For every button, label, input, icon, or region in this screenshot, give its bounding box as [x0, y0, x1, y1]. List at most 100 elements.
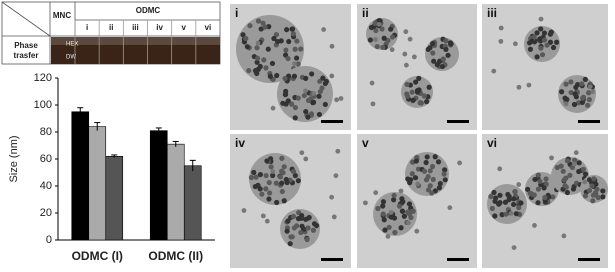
nanoparticle — [295, 178, 301, 184]
nanoparticle — [550, 194, 556, 200]
nanoparticle — [294, 38, 300, 44]
nanoparticle — [295, 61, 301, 67]
nanoparticle — [280, 170, 286, 176]
nanoparticle — [311, 221, 318, 227]
nanoparticle — [423, 159, 429, 166]
nanoparticle — [498, 38, 504, 44]
nanoparticle — [516, 205, 522, 211]
bar — [88, 126, 107, 241]
nanoparticle — [285, 98, 291, 104]
nanoparticle — [591, 176, 597, 182]
nanoparticle — [264, 218, 270, 224]
nanoparticle — [586, 187, 593, 194]
bar — [71, 111, 90, 241]
nanoparticle — [527, 190, 533, 196]
nanoparticle — [424, 99, 430, 105]
nanoparticle — [329, 194, 335, 200]
nanoparticle — [579, 81, 585, 87]
nanoparticle — [403, 62, 409, 68]
nanoparticle — [590, 198, 596, 204]
nanoparticle — [290, 168, 297, 175]
nanoparticle — [518, 200, 524, 206]
nanoparticle — [414, 228, 420, 234]
nanoparticle — [292, 115, 298, 121]
panel-label: v — [362, 136, 369, 150]
nanoparticle — [563, 101, 569, 107]
nanoparticle — [409, 89, 415, 95]
nanoparticle — [403, 29, 409, 35]
nanoparticle — [401, 213, 407, 219]
nanoparticle — [329, 43, 335, 49]
nanoparticle — [290, 31, 296, 37]
nanoparticle — [370, 101, 376, 107]
nanoparticle — [274, 199, 280, 206]
nanoparticle — [278, 38, 284, 44]
nanoparticle — [488, 193, 494, 200]
nanoparticle — [435, 159, 442, 165]
nanoparticle — [254, 45, 260, 51]
scale-bar — [321, 258, 343, 261]
nanoparticle — [310, 227, 317, 233]
nanoparticle — [405, 220, 411, 226]
nanoparticle — [492, 213, 498, 219]
bar — [166, 143, 185, 241]
nanoparticle — [270, 105, 276, 111]
nanoparticle — [491, 68, 497, 74]
nanoparticle — [411, 54, 417, 60]
nanoparticle — [279, 188, 285, 195]
nanoparticle — [527, 46, 533, 52]
nanoparticle — [543, 176, 549, 182]
nanoparticle — [284, 27, 290, 33]
nanoparticle — [286, 38, 292, 45]
nanoparticle — [293, 223, 300, 229]
nanoparticle — [329, 73, 335, 79]
nanoparticle — [576, 160, 582, 166]
nanoparticle — [374, 43, 380, 50]
nanoparticle — [529, 38, 535, 44]
table-row-label: Phase trasfer — [14, 41, 39, 60]
nanoparticle — [408, 209, 414, 215]
scale-bar — [321, 120, 343, 123]
nanoparticle — [506, 197, 512, 203]
nanoparticle — [266, 196, 272, 202]
nanoparticle — [425, 173, 431, 180]
nanoparticle — [316, 93, 322, 99]
nanoparticle — [585, 102, 591, 108]
nanoparticle — [440, 56, 446, 62]
table-column-label: i — [86, 23, 88, 32]
phase-label: DW — [66, 55, 76, 61]
nanoparticle — [562, 95, 568, 101]
nanoparticle — [592, 191, 598, 197]
nanoparticle — [263, 65, 269, 71]
error-bar — [155, 127, 162, 134]
table-corner-label: MNC — [53, 11, 71, 20]
nanoparticle — [293, 55, 300, 61]
nanoparticle — [567, 172, 573, 178]
scale-bar — [578, 120, 600, 123]
nanoparticle — [560, 168, 566, 174]
nanoparticle — [561, 233, 567, 239]
panel-label: iv — [235, 136, 245, 150]
nanoparticle — [265, 46, 271, 52]
nanoparticle — [284, 228, 290, 234]
y-tick-label: 120 — [34, 72, 52, 84]
bar — [149, 130, 168, 241]
nanoparticle — [373, 27, 379, 34]
nanoparticle — [304, 236, 310, 243]
nanoparticle — [582, 179, 588, 185]
nanoparticle — [572, 157, 578, 163]
nanoparticle — [391, 192, 397, 199]
nanoparticle — [280, 100, 286, 106]
nanoparticle — [429, 163, 436, 170]
scale-bar — [447, 258, 469, 261]
nanoparticle — [391, 197, 397, 203]
panel-label: ii — [362, 6, 369, 20]
nanoparticle — [512, 189, 518, 195]
nanoparticle — [244, 44, 250, 50]
nanoparticle — [571, 161, 577, 167]
nanoparticle — [283, 47, 289, 53]
nanoparticle — [554, 39, 560, 45]
nanoparticle — [299, 150, 305, 156]
nanoparticle — [338, 96, 344, 101]
nanoparticle — [295, 216, 302, 222]
